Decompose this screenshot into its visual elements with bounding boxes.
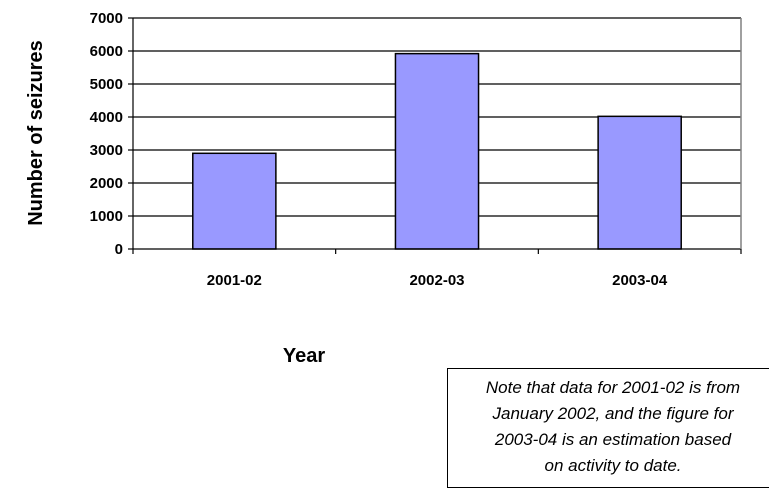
y-tick-label: 2000 (90, 175, 123, 192)
x-axis-title: Year (283, 345, 325, 367)
bar-2002-03 (394, 52, 480, 250)
y-tick-labels: 0 1000 2000 3000 4000 5000 6000 7000 (90, 10, 123, 258)
x-tick-labels: 2001-02 2002-03 2003-04 (207, 272, 668, 289)
note-text: Note that data for 2001-02 is from Janua… (485, 378, 741, 475)
note-box: Note that data for 2001-02 is from Janua… (447, 368, 769, 488)
bar-2001-02 (192, 152, 277, 250)
y-tick-label: 6000 (90, 43, 123, 60)
x-tick-label: 2001-02 (207, 272, 262, 289)
x-tick-label: 2003-04 (612, 272, 668, 289)
y-tick-label: 1000 (90, 208, 123, 225)
y-tick-label: 7000 (90, 10, 123, 27)
y-tick-label: 5000 (90, 76, 123, 93)
y-tick-label: 3000 (90, 142, 123, 159)
axes (128, 17, 742, 254)
y-axis-title: Number of seizures (25, 40, 47, 226)
x-tick-label: 2002-03 (409, 272, 464, 289)
y-tick-label: 0 (115, 241, 123, 258)
y-tick-label: 4000 (90, 109, 123, 126)
bars (192, 52, 682, 250)
bar-2003-04 (597, 115, 682, 250)
